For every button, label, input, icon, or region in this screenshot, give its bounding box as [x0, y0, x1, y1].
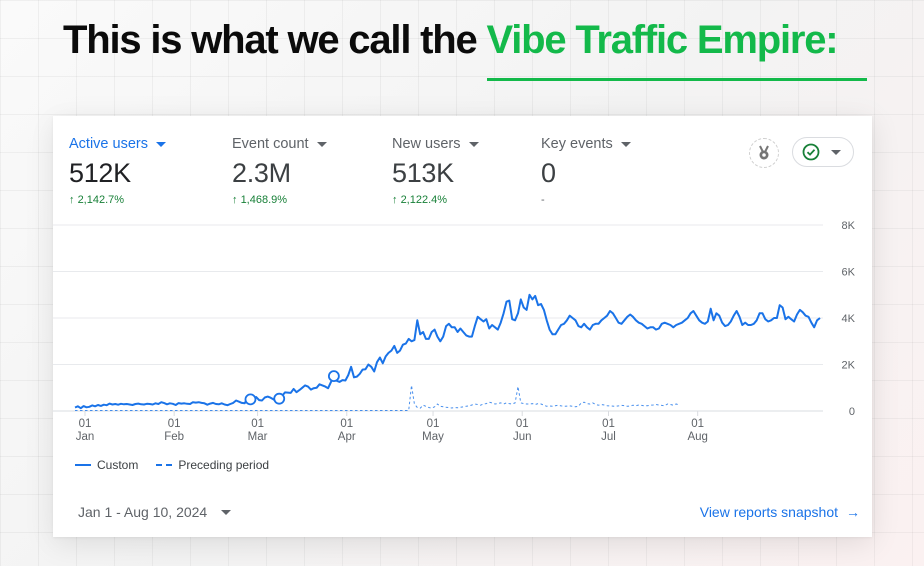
metric-change: ↑ 2,122.4%: [392, 194, 448, 206]
svg-text:4K: 4K: [842, 313, 856, 325]
svg-text:Mar: Mar: [248, 431, 268, 443]
caret-down-icon: [316, 141, 327, 147]
metric-value: 0: [541, 158, 556, 188]
line-chart: 02K4K6K8K01Jan01Feb01Mar01Apr01May01Jun0…: [53, 220, 856, 443]
metric-active-users[interactable]: Active users 512K ↑ 2,142.7%: [69, 136, 166, 206]
legend-custom: Custom: [97, 458, 139, 472]
svg-text:Jan: Jan: [76, 431, 95, 443]
metric-value: 512K: [69, 158, 131, 188]
svg-text:01: 01: [168, 418, 181, 430]
svg-text:0: 0: [849, 406, 855, 418]
metric-event-count[interactable]: Event count 2.3M ↑ 1,468.9%: [232, 136, 327, 206]
caret-down-icon: [155, 141, 166, 147]
metric-key-events[interactable]: Key events 0 -: [541, 136, 631, 206]
metric-change: ↑ 2,142.7%: [69, 194, 125, 206]
legend-dashed-swatch: [156, 463, 173, 467]
arrow-up-icon: ↑: [69, 194, 78, 206]
metric-new-users[interactable]: New users 513K ↑ 2,122.4%: [392, 136, 479, 206]
metric-label[interactable]: Key events: [541, 136, 631, 152]
status-dropdown[interactable]: [792, 137, 854, 167]
view-reports-snapshot-link[interactable]: View reports snapshot →: [699, 504, 860, 520]
svg-text:6K: 6K: [842, 267, 856, 279]
metric-label[interactable]: New users: [392, 136, 479, 152]
date-range-selector[interactable]: Jan 1 - Aug 10, 2024: [78, 504, 232, 520]
svg-text:01: 01: [691, 418, 704, 430]
headline-underline: [487, 78, 867, 81]
metric-value: 2.3M: [232, 158, 291, 188]
metric-value: 513K: [392, 158, 454, 188]
svg-text:01: 01: [251, 418, 264, 430]
metric-label[interactable]: Event count: [232, 136, 327, 152]
svg-text:Jul: Jul: [601, 431, 616, 443]
chart-legend: Custom Preceding period: [75, 458, 269, 472]
analytics-card: Active users 512K ↑ 2,142.7% Event count…: [53, 116, 872, 537]
svg-text:01: 01: [427, 418, 440, 430]
arrow-up-icon: ↑: [232, 194, 241, 206]
check-circle-icon: [802, 143, 820, 161]
caret-down-icon: [620, 141, 631, 147]
caret-down-icon: [831, 149, 841, 155]
svg-text:01: 01: [516, 418, 529, 430]
arrow-right-icon: →: [846, 504, 860, 520]
date-range-label: Jan 1 - Aug 10, 2024: [78, 504, 208, 520]
svg-text:01: 01: [602, 418, 615, 430]
legend-solid-swatch: [75, 463, 91, 467]
svg-text:Feb: Feb: [164, 431, 184, 443]
legend-preceding: Preceding period: [178, 458, 270, 472]
svg-text:01: 01: [340, 418, 353, 430]
metric-label[interactable]: Active users: [69, 136, 166, 152]
medal-icon[interactable]: [749, 138, 779, 168]
metric-change: ↑ 1,468.9%: [232, 194, 288, 206]
caret-down-icon: [468, 141, 479, 147]
caret-down-icon: [221, 509, 232, 515]
svg-text:01: 01: [79, 418, 92, 430]
svg-text:2K: 2K: [842, 360, 856, 372]
arrow-up-icon: ↑: [392, 194, 401, 206]
headline-accent: Vibe Traffic Empire:: [486, 18, 838, 62]
metric-change: -: [541, 194, 545, 206]
svg-text:8K: 8K: [842, 220, 856, 232]
svg-text:Apr: Apr: [338, 431, 356, 443]
svg-text:May: May: [422, 431, 444, 443]
headline-prefix: This is what we call the: [63, 18, 487, 62]
svg-text:Aug: Aug: [687, 431, 707, 443]
svg-text:Jun: Jun: [513, 431, 532, 443]
page-headline: This is what we call the Vibe Traffic Em…: [63, 18, 839, 63]
